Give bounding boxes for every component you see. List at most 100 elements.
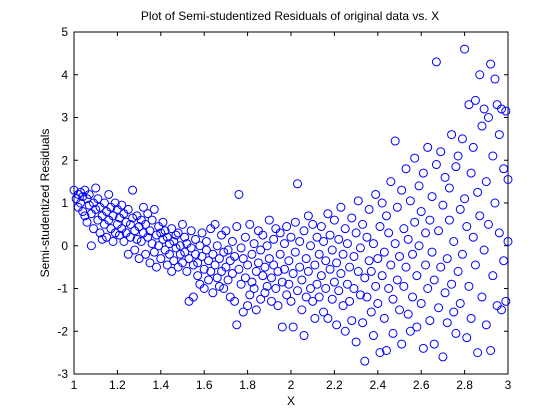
data-point-0-378 [481,177,491,187]
data-point-0-71 [147,215,157,225]
data-point-0-270 [364,256,374,266]
data-point-0-325 [423,142,433,152]
data-point-0-300 [397,185,407,195]
data-point-0-368 [470,95,480,105]
data-point-0-246 [338,301,348,311]
data-point-0-254 [347,213,357,223]
data-point-0-26 [99,198,109,208]
data-point-0-242 [334,234,344,244]
axis-ticks: 1 1.2 1.4 1.6 1.8 2 2.2 2.4 2.6 2.8 3 -3 -2 -1 0 1 2 3 4 5 [57,25,511,392]
data-point-0-244 [336,269,346,279]
data-point-0-335 [434,226,444,236]
data-point-0-29 [102,232,112,242]
data-point-0-86 [164,239,174,249]
data-point-0-364 [466,168,476,178]
data-point-0-151 [234,189,244,199]
data-point-0-311 [408,292,418,302]
data-point-0-374 [477,292,487,302]
data-point-0-397 [501,106,511,116]
x-tick-label-8: 2.6 [413,378,430,392]
y-tick-label-6: 3 [61,111,68,125]
y-tick-label-7: 4 [61,68,68,82]
data-point-0-278 [373,254,383,264]
data-point-0-101 [180,232,190,242]
data-point-0-274 [368,239,378,249]
data-point-0-75 [151,262,161,272]
data-point-0-219 [308,219,318,229]
data-point-0-194 [282,290,292,300]
data-point-0-176 [262,241,272,251]
data-point-0-331 [429,275,439,285]
data-point-0-73 [149,204,159,214]
data-point-0-105 [184,254,194,264]
data-point-0-318 [416,298,426,308]
data-point-0-66 [143,232,153,242]
data-point-0-13 [84,189,94,199]
data-point-0-314 [412,271,422,281]
x-tick-label-4: 1.8 [239,378,256,392]
data-point-0-12 [84,200,94,210]
data-point-0-302 [399,224,409,234]
data-point-0-282 [377,271,387,281]
data-point-0-48 [123,204,133,214]
data-point-0-111 [191,249,201,259]
x-tick-label-1: 1.2 [109,378,126,392]
data-point-0-9 [80,211,90,221]
data-point-0-248 [340,224,350,234]
data-point-0-59 [134,254,144,264]
data-point-0-163 [247,277,257,287]
data-point-0-279 [373,298,383,308]
data-point-0-220 [310,260,320,270]
data-point-0-122 [204,275,214,285]
data-point-0-218 [308,296,318,306]
data-point-0-192 [279,239,289,249]
data-point-0-215 [303,266,313,276]
data-point-0-287 [381,345,391,355]
data-point-0-380 [483,219,493,229]
data-point-0-148 [232,222,242,232]
data-point-0-260 [353,266,363,276]
data-point-0-166 [251,266,261,276]
data-point-0-21 [93,194,103,204]
data-point-0-305 [401,262,411,272]
data-point-0-307 [403,234,413,244]
data-point-0-189 [275,228,285,238]
data-point-0-370 [473,187,483,197]
data-point-0-226 [316,222,326,232]
data-point-0-383 [486,59,496,69]
data-point-0-357 [457,249,467,259]
data-point-0-201 [288,322,298,332]
data-point-0-190 [277,277,287,287]
data-point-0-53 [128,213,138,223]
data-point-0-266 [360,273,370,283]
data-point-0-316 [414,181,424,191]
data-point-0-37 [110,198,120,208]
data-point-0-84 [162,260,172,270]
data-point-0-288 [384,284,394,293]
data-point-0-131 [212,241,222,251]
data-point-0-65 [141,219,151,229]
data-point-0-355 [455,298,465,308]
data-point-0-366 [468,142,478,152]
data-point-0-61 [136,236,146,246]
data-point-0-361 [462,222,472,232]
data-point-0-321 [418,168,428,178]
x-tick-label-2: 1.4 [152,378,169,392]
data-point-0-157 [240,273,250,283]
x-tick-label-5: 2 [288,378,295,392]
data-point-0-159 [243,260,253,270]
data-point-0-384 [488,151,498,161]
data-point-0-120 [201,245,211,255]
data-point-0-99 [178,258,187,268]
data-point-0-341 [440,172,450,182]
data-point-0-258 [351,228,361,238]
data-point-0-230 [321,256,331,266]
data-point-0-167 [251,305,261,315]
data-point-0-231 [321,284,331,293]
data-point-0-80 [158,234,168,244]
data-point-0-160 [245,219,255,229]
data-point-0-367 [468,232,478,242]
data-point-0-40 [115,230,125,240]
data-point-0-162 [247,249,257,259]
